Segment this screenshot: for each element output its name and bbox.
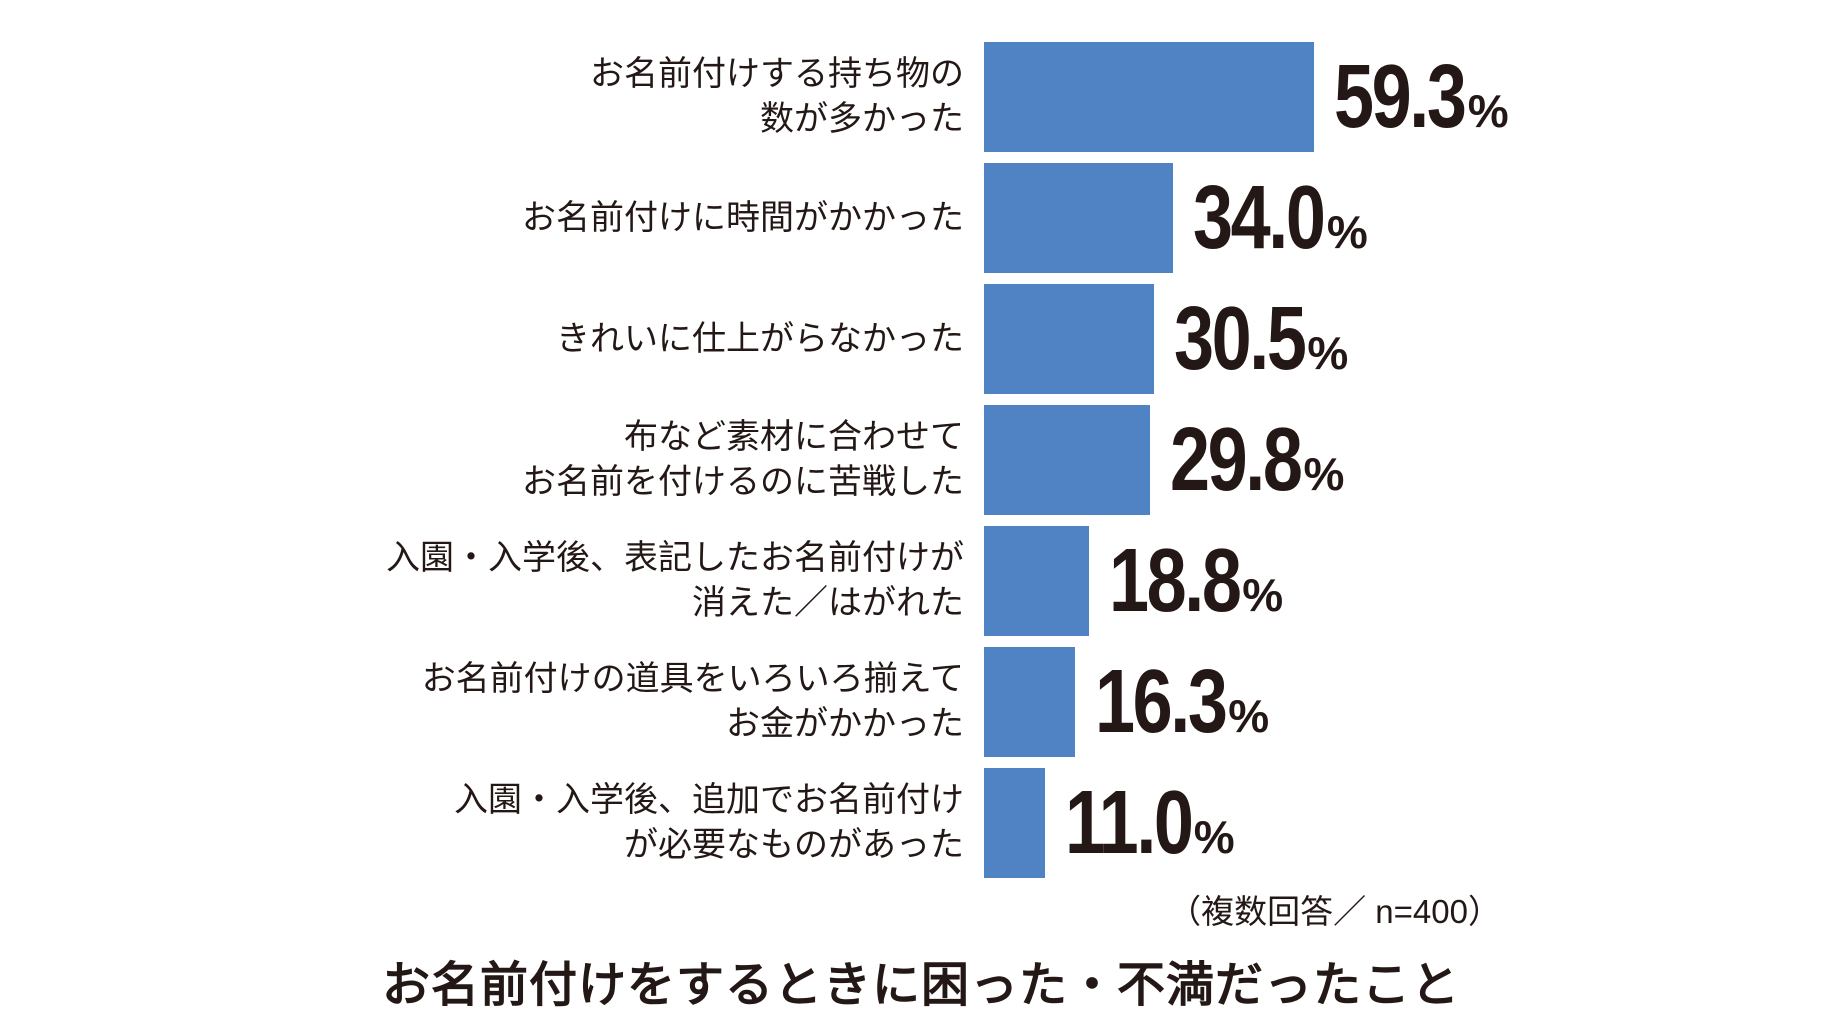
bar-rows: お名前付けする持ち物の数が多かった 59.3% お名前付けに時間がかかった 34.0%… [0,42,1842,889]
category-label-line: お名前付けに時間がかかった [522,198,964,237]
category-label-line: お名前付けの道具をいろいろ揃えて [421,660,964,698]
percent-sign: % [1303,448,1345,500]
category-label-line: 布など素材に合わせて [624,418,964,456]
category-label: 布など素材に合わせてお名前を付けるのに苦戦した [0,415,984,505]
category-label-line: お金がかかった [726,705,964,743]
chart-note: （複数回答／ n=400） [1168,893,1501,930]
value-number: 30.5 [1173,289,1307,389]
bar-row: 入園・入学後、表記したお名前付けが消えた／はがれた 18.8% [0,526,1842,636]
percent-sign: % [1326,206,1368,258]
value-number: 59.3 [1334,47,1467,147]
bar-row: お名前付けする持ち物の数が多かった 59.3% [0,42,1842,152]
category-label: お名前付けに時間がかかった [0,196,984,241]
chart-title: お名前付けをするときに困った・不満だったこと [381,959,1460,1012]
category-label: 入園・入学後、表記したお名前付けが消えた／はがれた [0,536,984,626]
category-label-line: きれいに仕上がらなかった [556,319,964,358]
value-label: 16.3% [1095,657,1269,747]
percent-sign: % [1242,569,1284,621]
bar-row: きれいに仕上がらなかった 30.5% [0,284,1842,394]
bar-row: お名前付けの道具をいろいろ揃えてお金がかかった 16.3% [0,647,1842,757]
value-number: 18.8 [1108,531,1242,631]
bar [984,526,1089,636]
bar [984,647,1075,757]
bar [984,405,1150,515]
category-label-line: 数が多かった [760,100,964,138]
value-number: 11.0 [1065,773,1194,873]
bar-row: お名前付けに時間がかかった 34.0% [0,163,1842,273]
percent-sign: % [1228,690,1270,742]
bar-row: 入園・入学後、追加でお名前付けが必要なものがあった 11.0% [0,768,1842,878]
value-number: 16.3 [1094,652,1228,752]
category-label-line: 消えた／はがれた [692,584,964,622]
bar-row: 布など素材に合わせてお名前を付けるのに苦戦した 29.8% [0,405,1842,515]
category-label: お名前付けの道具をいろいろ揃えてお金がかかった [0,657,984,747]
percent-sign: % [1307,327,1349,379]
category-label-line: 入園・入学後、追加でお名前付け [454,781,964,819]
value-label: 11.0% [1065,778,1234,868]
value-label: 18.8% [1109,536,1283,626]
bar [984,42,1315,152]
value-label: 59.3% [1334,52,1508,142]
bar [984,163,1174,273]
value-number: 34.0 [1193,168,1326,268]
value-number: 29.8 [1169,410,1303,510]
category-label-line: が必要なものがあった [624,826,964,864]
category-label-line: お名前付けする持ち物の [590,55,964,93]
category-label: お名前付けする持ち物の数が多かった [0,52,984,142]
category-label-line: お名前を付けるのに苦戦した [522,463,964,501]
percent-sign: % [1193,811,1235,863]
percent-sign: % [1467,85,1509,137]
value-label: 29.8% [1170,415,1344,505]
bar [984,284,1154,394]
value-label: 34.0% [1193,173,1367,263]
bar [984,768,1046,878]
category-label: きれいに仕上がらなかった [0,317,984,362]
category-label-line: 入園・入学後、表記したお名前付けが [386,539,964,577]
category-label: 入園・入学後、追加でお名前付けが必要なものがあった [0,778,984,868]
value-label: 30.5% [1174,294,1348,384]
